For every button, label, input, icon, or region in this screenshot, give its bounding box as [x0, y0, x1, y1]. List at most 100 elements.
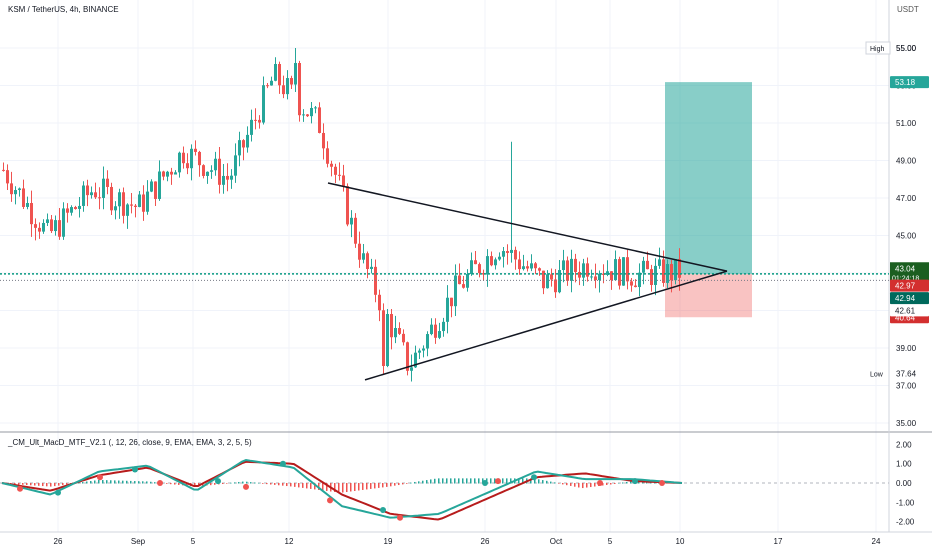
candle-body	[642, 260, 645, 273]
candle-body	[594, 276, 597, 281]
candle-body	[26, 203, 29, 207]
candle-body	[490, 256, 493, 266]
macd-histogram-bar	[450, 478, 452, 484]
macd-histogram-bar	[254, 482, 256, 484]
symbol-title: KSM / TetherUS, 4h, BINANCE	[8, 5, 119, 14]
candle-body	[670, 264, 673, 281]
macd-cross-dot	[632, 478, 638, 485]
macd-histogram-bar	[302, 483, 304, 488]
macd-histogram-bar	[506, 478, 508, 484]
macd-histogram-bar	[470, 478, 472, 484]
candle-body	[478, 264, 481, 274]
macd-histogram-bar	[310, 483, 312, 489]
stop-price-badge: 40.64	[895, 313, 916, 322]
macd-histogram-bar	[402, 483, 404, 485]
candle-body	[510, 249, 513, 253]
candle-body	[94, 192, 97, 198]
macd-histogram-bar	[238, 481, 240, 484]
target-price-badge-bg	[890, 76, 929, 89]
time-tick-label: 17	[774, 537, 783, 546]
macd-histogram-bar	[434, 478, 436, 484]
candle-body	[354, 217, 357, 244]
candle-body	[34, 224, 37, 228]
macd-histogram-bar	[62, 483, 64, 486]
macd-histogram-bar	[398, 483, 400, 486]
macd-histogram-bar	[510, 478, 512, 484]
candle-body	[74, 207, 77, 209]
macd-signal-line	[1, 460, 683, 521]
candle-body	[98, 197, 101, 199]
macd-cross-dot	[215, 478, 221, 485]
candle-body	[630, 281, 633, 286]
macd-histogram-bar	[126, 480, 128, 484]
price-tick-label: 35.00	[896, 419, 917, 428]
candle-body	[78, 205, 81, 209]
price-tick-label: 51.00	[896, 119, 917, 128]
macd-histogram-bar	[222, 483, 224, 485]
macd-histogram-bar	[86, 481, 88, 484]
candle-body	[470, 260, 473, 274]
macd-histogram-bar	[250, 482, 252, 484]
candle-body	[2, 169, 5, 171]
candle-body	[610, 271, 613, 281]
macd-tick-label: 0.00	[896, 479, 912, 488]
macd-histogram-bar	[374, 483, 376, 489]
macd-histogram-bar	[102, 480, 104, 484]
macd-histogram-bar	[366, 483, 368, 490]
price-tick-label: 37.00	[896, 382, 917, 391]
current-price-badge-bg	[890, 262, 929, 284]
candle-body	[678, 258, 681, 278]
candle-body	[186, 163, 189, 169]
candle-body	[398, 328, 401, 334]
macd-histogram-bar	[166, 483, 168, 484]
triangle-upper-line	[327, 182, 728, 272]
candle-body	[414, 352, 417, 368]
macd-histogram-bar	[382, 483, 384, 488]
candle-body	[582, 263, 585, 278]
macd-histogram-bar	[422, 480, 424, 484]
candle-body	[46, 219, 49, 223]
price-badge-a: 42.97	[895, 282, 916, 291]
candle-body	[622, 257, 625, 286]
candle-body	[586, 263, 589, 277]
candle-body	[418, 350, 421, 353]
macd-histogram-bar	[414, 481, 416, 484]
candle-body	[162, 171, 165, 177]
candle-body	[330, 163, 333, 167]
macd-histogram-bar	[418, 481, 420, 484]
candle-body	[322, 132, 325, 149]
macd-histogram-bar	[378, 483, 380, 488]
candle-body	[118, 192, 121, 207]
macd-histogram-bar	[602, 483, 604, 486]
target-price-badge: 53.18	[895, 78, 916, 87]
candle-body	[166, 171, 169, 177]
candle-body	[262, 85, 265, 123]
macd-histogram-bar	[578, 483, 580, 488]
macd-histogram-bar	[94, 480, 96, 484]
candle-body	[550, 274, 553, 280]
price-badge-c: 42.61	[895, 306, 916, 315]
candle-body	[450, 297, 453, 307]
macd-cross-dot	[495, 478, 501, 485]
candle-body	[142, 194, 145, 212]
macd-histogram-bar	[454, 478, 456, 484]
candle-body	[538, 268, 541, 271]
macd-histogram-bar	[258, 482, 260, 484]
macd-histogram-bar	[26, 483, 28, 486]
candle-body	[674, 258, 677, 281]
macd-histogram-bar	[342, 483, 344, 493]
macd-histogram-bar	[458, 478, 460, 484]
macd-histogram-bar	[566, 483, 568, 486]
candle-body	[102, 178, 105, 198]
macd-histogram-bar	[42, 483, 44, 487]
candle-body	[42, 222, 45, 232]
time-tick-label: Oct	[550, 537, 563, 546]
macd-histogram-bar	[570, 483, 572, 486]
candle-body	[546, 274, 549, 289]
time-tick-label: Sep	[131, 537, 146, 546]
candle-body	[30, 203, 33, 225]
candle-body	[238, 140, 241, 156]
candle-body	[590, 276, 593, 278]
low-label: Low	[870, 372, 884, 379]
